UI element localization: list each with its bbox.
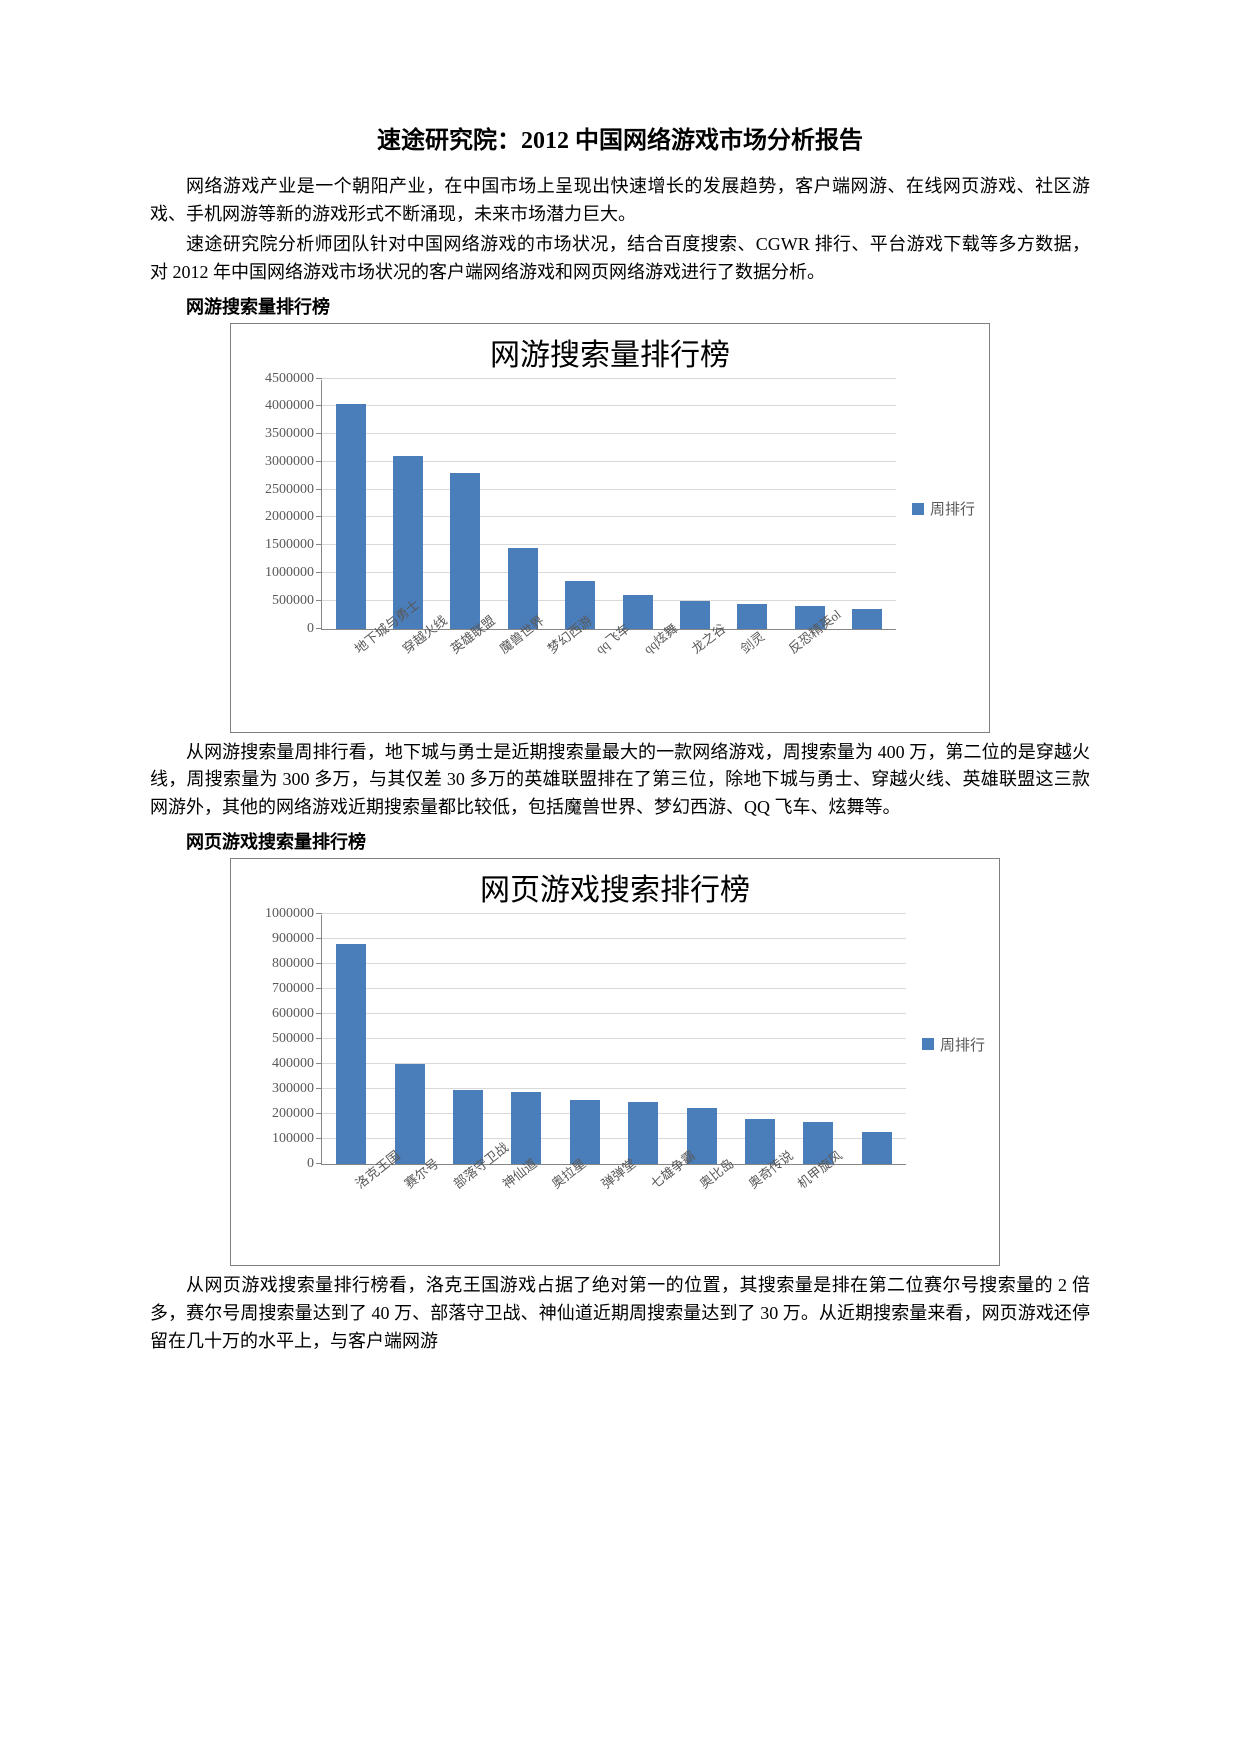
x-tick-label: 神仙道 (493, 1181, 535, 1235)
chart-2: 网页游戏搜索排行榜0100000200000300000400000500000… (230, 858, 1000, 1266)
y-tick-label: 1000000 (232, 906, 314, 922)
y-tick-label: 600000 (232, 1006, 314, 1022)
plot-area: 0500000100000015000002000000250000030000… (321, 380, 896, 630)
y-tick-label: 100000 (232, 1131, 314, 1147)
x-tick-label: 七雄争霸 (641, 1181, 683, 1235)
page-title: 速途研究院：2012 中国网络游戏市场分析报告 (150, 120, 1090, 155)
x-tick-label: 奥拉星 (542, 1181, 584, 1235)
legend-item: 周排行 (922, 1034, 985, 1055)
x-tick-label: 部落守卫战 (444, 1181, 486, 1235)
y-tick-label: 500000 (232, 1031, 314, 1047)
bar (623, 595, 653, 628)
intro-paragraph-2: 速途研究院分析师团队针对中国网络游戏的市场状况，结合百度搜索、CGWR 排行、平… (150, 231, 1090, 287)
x-tick-label: 魔兽世界 (490, 646, 534, 703)
x-tick-label: 剑灵 (731, 646, 775, 703)
analysis-paragraph-1: 从网游搜索量周排行看，地下城与勇士是近期搜索量最大的一款网络游戏，周搜索量为 4… (150, 739, 1090, 823)
y-tick-label: 900000 (232, 931, 314, 947)
legend-label: 周排行 (940, 1034, 985, 1055)
y-tick-label: 0 (232, 621, 314, 637)
x-tick-label: 反恐精英ol (779, 646, 823, 703)
y-tick-label: 1000000 (232, 565, 314, 581)
section-heading-2: 网页游戏搜索量排行榜 (150, 828, 1090, 854)
legend-label: 周排行 (930, 498, 975, 519)
plot-area: 0100000200000300000400000500000600000700… (321, 915, 906, 1165)
x-tick-label: 洛克王国 (346, 1181, 388, 1235)
bar (395, 1064, 425, 1164)
y-tick-label: 700000 (232, 981, 314, 997)
bar (628, 1102, 658, 1165)
legend-item: 周排行 (912, 498, 975, 519)
y-tick-label: 800000 (232, 956, 314, 972)
bar (680, 601, 710, 629)
y-tick-label: 0 (232, 1156, 314, 1172)
chart-title: 网游搜索量排行榜 (231, 324, 989, 374)
x-tick-label: 英雄联盟 (441, 646, 485, 703)
chart-2-container: 网页游戏搜索排行榜0100000200000300000400000500000… (230, 858, 1090, 1266)
y-tick-label: 400000 (232, 1056, 314, 1072)
legend-swatch-icon (912, 503, 924, 515)
x-tick-label: 机甲旋风 (788, 1181, 830, 1235)
y-tick-label: 300000 (232, 1081, 314, 1097)
legend-swatch-icon (922, 1038, 934, 1050)
x-tick-label: 赛尔号 (395, 1181, 437, 1235)
y-tick-label: 3500000 (232, 426, 314, 442)
chart-title: 网页游戏搜索排行榜 (231, 859, 999, 909)
bar (450, 473, 480, 629)
x-tick-label: 梦幻西游 (538, 646, 582, 703)
x-tick-label: 奥比岛 (690, 1181, 732, 1235)
y-tick-label: 200000 (232, 1106, 314, 1122)
y-tick-label: 2500000 (232, 482, 314, 498)
x-tick-label: 地下城与勇士 (345, 646, 389, 703)
bar (336, 404, 366, 629)
y-tick-label: 3000000 (232, 454, 314, 470)
chart-1: 网游搜索量排行榜05000001000000150000020000002500… (230, 323, 990, 733)
y-tick-label: 4000000 (232, 398, 314, 414)
y-tick-label: 4500000 (232, 371, 314, 387)
x-tick-label: 龙之谷 (682, 646, 726, 703)
x-tick-label: 弹弹堂 (592, 1181, 634, 1235)
intro-paragraph-1: 网络游戏产业是一个朝阳产业，在中国市场上呈现出快速增长的发展趋势，客户端网游、在… (150, 173, 1090, 229)
bar (737, 604, 767, 629)
bar (336, 944, 366, 1164)
x-tick-label: qq炫舞 (634, 646, 678, 703)
section-heading-1: 网游搜索量排行榜 (150, 293, 1090, 319)
x-tick-label: 奥奇传说 (739, 1181, 781, 1235)
analysis-paragraph-2: 从网页游戏搜索量排行榜看，洛克王国游戏占据了绝对第一的位置，其搜索量是排在第二位… (150, 1272, 1090, 1356)
bar (862, 1132, 892, 1165)
y-tick-label: 1500000 (232, 537, 314, 553)
y-tick-label: 2000000 (232, 509, 314, 525)
y-tick-label: 500000 (232, 593, 314, 609)
chart-1-container: 网游搜索量排行榜05000001000000150000020000002500… (230, 323, 1090, 733)
x-tick-label: qq飞车 (586, 646, 630, 703)
x-tick-label: 穿越火线 (393, 646, 437, 703)
bar (852, 609, 882, 628)
